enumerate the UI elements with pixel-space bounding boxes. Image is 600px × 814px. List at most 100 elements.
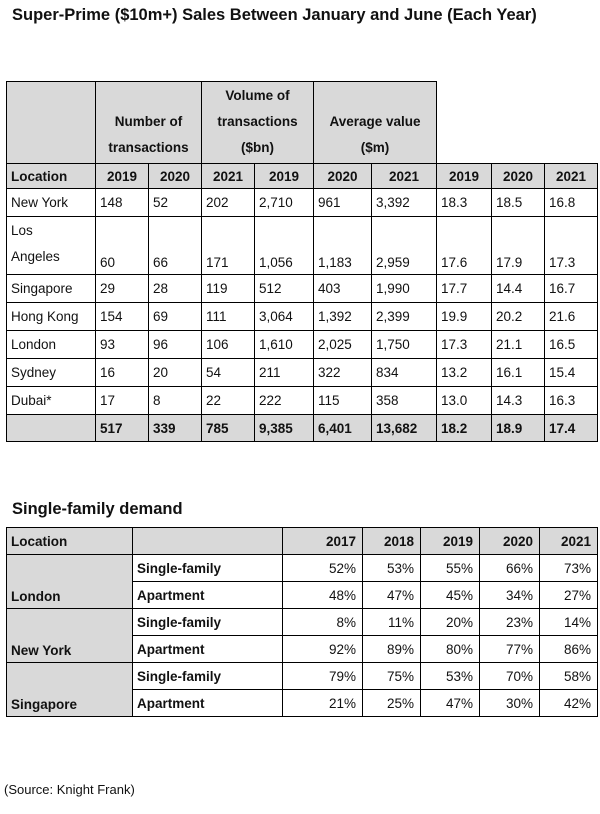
- value-cell: 75%: [362, 662, 421, 690]
- total-cell: 18.9: [491, 414, 545, 442]
- type-cell: Apartment: [132, 689, 283, 717]
- value-cell: 21%: [282, 689, 363, 717]
- city-cell: Singapore: [6, 662, 133, 717]
- value-cell: 17.3: [436, 330, 492, 359]
- page-title: Super-Prime ($10m+) Sales Between Januar…: [12, 6, 537, 24]
- value-cell: 53%: [362, 554, 421, 582]
- table-row: Hong Kong 154 69 111 3,064 1,392 2,399 1…: [6, 302, 599, 331]
- type-cell: Apartment: [132, 581, 283, 609]
- value-cell: 69: [148, 302, 202, 331]
- value-cell: 22: [201, 386, 255, 415]
- value-cell: 52%: [282, 554, 363, 582]
- value-cell: 222: [254, 386, 314, 415]
- value-cell: 11%: [362, 608, 421, 636]
- single-family-demand-table: Location 2017 2018 2019 2020 2021 London…: [6, 527, 598, 717]
- value-cell: 1,392: [313, 302, 372, 331]
- value-cell: 14.3: [491, 386, 545, 415]
- total-cell: 9,385: [254, 414, 314, 442]
- value-cell: 19.9: [436, 302, 492, 331]
- value-cell: 18.3: [436, 188, 492, 217]
- value-cell: 27%: [539, 581, 598, 609]
- value-cell: 79%: [282, 662, 363, 690]
- value-cell: 70%: [479, 662, 540, 690]
- value-cell: 55%: [420, 554, 480, 582]
- value-cell: 29: [95, 274, 149, 303]
- total-cell: 339: [148, 414, 202, 442]
- value-cell: 47%: [420, 689, 480, 717]
- column-header-year: 2021: [371, 163, 437, 189]
- value-cell: 2,399: [371, 302, 437, 331]
- value-cell: 834: [371, 358, 437, 387]
- value-cell: 80%: [420, 635, 480, 663]
- value-cell: 16.7: [543, 274, 599, 303]
- value-cell: 119: [201, 274, 255, 303]
- value-cell: 1,990: [371, 274, 437, 303]
- value-cell: 16.3: [543, 386, 599, 415]
- column-header-year: 2019: [95, 163, 149, 189]
- value-cell: 8%: [282, 608, 363, 636]
- value-cell: 92%: [282, 635, 363, 663]
- value-cell: 86%: [539, 635, 598, 663]
- total-cell: 18.2: [436, 414, 492, 442]
- value-cell: 358: [371, 386, 437, 415]
- value-cell: 2,025: [313, 330, 372, 359]
- value-cell: 1,183: [313, 216, 372, 275]
- value-cell: 47%: [362, 581, 421, 609]
- value-cell: 73%: [539, 554, 598, 582]
- value-cell: 1,056: [254, 216, 314, 275]
- table-row: Apartment 92% 89% 80% 77% 86%: [7, 635, 598, 663]
- column-header-location: Location: [6, 163, 96, 189]
- value-cell: 17: [95, 386, 149, 415]
- column-header-location: Location: [6, 527, 133, 555]
- column-header-year: 2019: [254, 163, 314, 189]
- section-title: Single-family demand: [12, 500, 183, 518]
- city-cell: New York: [6, 608, 133, 663]
- header-number-of-transactions: Number of transactions: [95, 81, 202, 164]
- value-cell: 148: [95, 188, 149, 217]
- table-row: London Single-family 52% 53% 55% 66% 73%: [6, 554, 598, 609]
- type-cell: Apartment: [132, 635, 283, 663]
- value-cell: 211: [254, 358, 314, 387]
- value-cell: 17.3: [543, 216, 599, 275]
- column-header-year: 2020: [313, 163, 372, 189]
- type-cell: Single-family: [132, 554, 283, 582]
- value-cell: 60: [95, 216, 149, 275]
- location-cell: Singapore: [6, 274, 96, 303]
- value-cell: 154: [95, 302, 149, 331]
- value-cell: 15.4: [543, 358, 599, 387]
- location-cell: London: [6, 330, 96, 359]
- type-cell: Single-family: [132, 662, 283, 690]
- value-cell: 20: [148, 358, 202, 387]
- value-cell: 1,610: [254, 330, 314, 359]
- column-header-year: 2020: [479, 527, 540, 555]
- value-cell: 13.2: [436, 358, 492, 387]
- column-header-year: 2020: [148, 163, 202, 189]
- value-cell: 2,710: [254, 188, 314, 217]
- city-cell: London: [6, 554, 133, 609]
- column-header-year: 2020: [491, 163, 545, 189]
- type-cell: Single-family: [132, 608, 283, 636]
- value-cell: 17.6: [436, 216, 492, 275]
- value-cell: 403: [313, 274, 372, 303]
- header-blank-cell: [6, 81, 96, 164]
- header-empty-cell: [435, 81, 598, 164]
- value-cell: 25%: [362, 689, 421, 717]
- value-cell: 1,750: [371, 330, 437, 359]
- table-row: Apartment 48% 47% 45% 34% 27%: [7, 581, 598, 609]
- header-average-value: Average value ($m): [313, 81, 437, 164]
- total-cell: 13,682: [371, 414, 437, 442]
- table-row: Apartment 21% 25% 47% 30% 42%: [7, 689, 598, 717]
- value-cell: 77%: [479, 635, 540, 663]
- table-row: Singapore Single-family 79% 75% 53% 70% …: [6, 662, 598, 717]
- value-cell: 66%: [479, 554, 540, 582]
- value-cell: 202: [201, 188, 255, 217]
- value-cell: 54: [201, 358, 255, 387]
- value-cell: 30%: [479, 689, 540, 717]
- value-cell: 20%: [420, 608, 480, 636]
- value-cell: 17.7: [436, 274, 492, 303]
- total-cell: 785: [201, 414, 255, 442]
- table-row: Los Angeles 60 66 171 1,056 1,183 2,959 …: [6, 216, 599, 275]
- location-cell: Dubai*: [6, 386, 96, 415]
- column-header-year: 2017: [282, 527, 363, 555]
- value-cell: 58%: [539, 662, 598, 690]
